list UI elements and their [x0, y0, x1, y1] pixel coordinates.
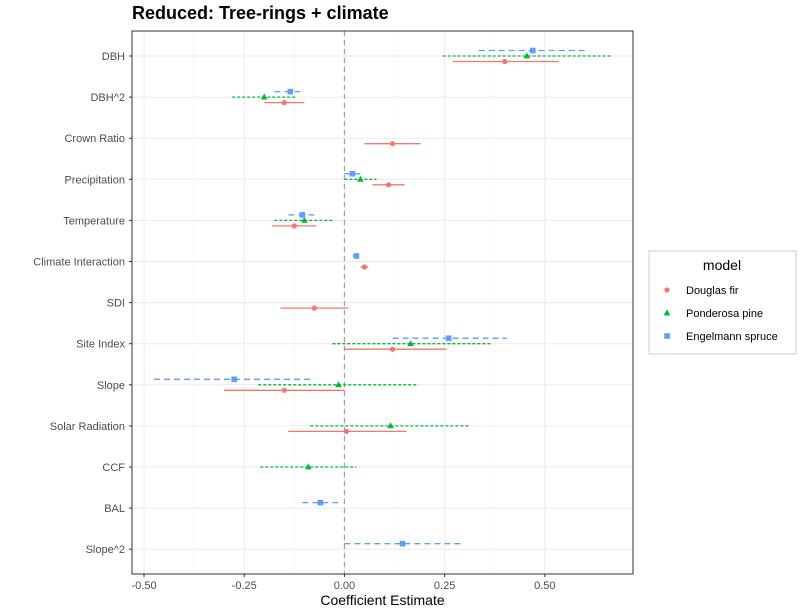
point-estimate: [389, 346, 396, 352]
legend-item: Douglas fir: [664, 285, 739, 297]
legend-items: Douglas fir Ponderosa pine Engelmann spruc…: [663, 285, 778, 343]
point-estimate: [361, 264, 368, 270]
legend-key: [664, 333, 670, 339]
point-estimate: [231, 376, 238, 383]
point-estimate: [357, 175, 364, 182]
y-tick-label: Site Index: [76, 339, 125, 351]
series-douglas-fir: [224, 58, 559, 434]
series-engelmann-spruce: [154, 47, 585, 547]
point-estimate: [349, 171, 356, 177]
point-estimate: [317, 499, 324, 506]
point-estimate: [445, 335, 452, 341]
point-estimate: [385, 182, 392, 188]
x-tick-label: 0.00: [334, 580, 355, 592]
y-tick-label: Slope^2: [86, 544, 125, 556]
y-tick-label: DBH^2: [90, 92, 125, 104]
point-estimate: [387, 422, 394, 429]
point-estimate: [301, 216, 308, 223]
point-estimate: [530, 47, 536, 54]
point-estimate: [335, 381, 342, 388]
point-estimate: [523, 52, 531, 59]
point-estimate: [281, 387, 287, 393]
y-axis: DBH DBH^2 Crown Ratio Precipitation Temperat…: [33, 51, 132, 556]
y-tick-label: Solar Radiation: [50, 421, 125, 433]
point-estimate: [399, 540, 406, 547]
legend-key: [663, 309, 671, 316]
y-tick-label: Precipitation: [64, 174, 125, 186]
point-estimate: [311, 305, 317, 311]
legend-title: model: [703, 257, 741, 273]
y-tick-label: Climate Interaction: [33, 257, 125, 269]
point-estimate: [281, 100, 287, 106]
point-estimate: [407, 340, 414, 347]
point-estimate: [291, 223, 297, 229]
y-tick-label: CCF: [102, 462, 125, 474]
x-tick-label: 0.50: [534, 580, 555, 592]
x-axis-title: Coefficient Estimate: [320, 592, 444, 608]
series-layer: [154, 47, 611, 547]
series-ponderosa-pine: [232, 52, 611, 470]
point-estimate: [502, 58, 508, 65]
point-estimate: [287, 88, 294, 95]
y-tick-label: DBH: [102, 51, 125, 63]
point-estimate: [389, 141, 396, 147]
point-estimate: [305, 463, 312, 470]
legend-label: Douglas fir: [686, 285, 739, 297]
legend: model Douglas fir Ponderosa pine Engelmann…: [648, 250, 797, 355]
y-tick-label: Crown Ratio: [64, 133, 125, 145]
point-estimate: [260, 93, 268, 100]
legend-label: Ponderosa pine: [686, 308, 763, 320]
x-axis: -0.50 -0.25 0.00 0.25 0.50: [131, 574, 556, 592]
x-tick-label: -0.50: [131, 580, 156, 592]
point-estimate: [343, 428, 350, 434]
legend-item: Ponderosa pine: [663, 308, 763, 320]
legend-label: Engelmann spruce: [686, 331, 778, 343]
point-estimate: [353, 253, 360, 259]
chart-title: Reduced: Tree-rings + climate: [132, 3, 389, 23]
x-tick-label: -0.25: [232, 580, 257, 592]
y-tick-label: Slope: [97, 380, 125, 392]
x-tick-label: 0.25: [434, 580, 455, 592]
legend-key: [664, 287, 670, 293]
point-estimate: [299, 212, 306, 218]
y-tick-label: SDI: [107, 298, 125, 310]
y-tick-label: Temperature: [63, 215, 125, 227]
y-tick-label: BAL: [104, 503, 125, 515]
legend-box: [648, 250, 797, 355]
legend-item: Engelmann spruce: [664, 331, 778, 343]
